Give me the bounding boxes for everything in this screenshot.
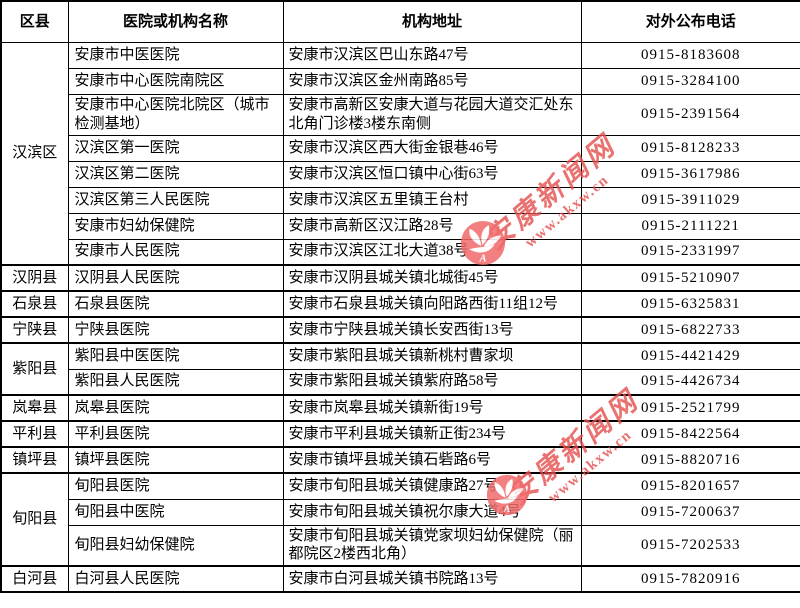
table-row: 紫阳县 紫阳县中医医院 安康市紫阳县城关镇新桃村曹家坝 0915-4421429 (0, 342, 800, 396)
phone-cell: 0915-4426734 (580, 368, 800, 396)
table-row: 安康市中心医院北院区（城市检测基地） 安康市高新区安康大道与花园大道交汇处东北角门… (1, 94, 800, 136)
table-row: 安康市人民医院 安康市汉滨区江北大道38号 0915-2331997 (1, 238, 800, 266)
hospital-name-cell: 汉滨区第二医院 (67, 160, 284, 188)
phone-cell: 0915-2391564 (580, 94, 800, 136)
address-cell: 安康市石泉县城关镇向阳路西街11组12号 (282, 290, 582, 318)
hospital-name-cell: 汉阴县人民医院 (67, 264, 284, 292)
county-cell: 石泉县 (0, 290, 69, 318)
header-cell: 医院或机构名称 (67, 0, 284, 43)
table-row: 宁陕县 宁陕县医院 安康市宁陕县城关镇长安西街13号 0915-6822733 (0, 316, 800, 344)
hospital-name-cell: 旬阳县中医院 (67, 498, 284, 526)
address-cell: 安康市旬阳县城关镇祝尔康大道4号 (282, 498, 582, 526)
header-row: 区县 医院或机构名称 机构地址 对外公布电话 (0, 0, 800, 43)
address-cell: 安康市镇坪县城关镇石砦路6号 (282, 446, 582, 474)
county-cell: 汉阴县 (0, 264, 69, 292)
address-cell: 安康市高新区安康大道与花园大道交汇处东北角门诊楼3楼东南侧 (282, 94, 582, 136)
table-row: 汉滨区第三人民医院 安康市汉滨区五里镇王台村 0915-3911029 (1, 186, 800, 214)
phone-cell: 0915-3284100 (580, 68, 800, 95)
table-row: 旬阳县中医院 安康市旬阳县城关镇祝尔康大道4号 0915-7200637 (1, 498, 800, 526)
phone-cell: 0915-8820716 (580, 446, 800, 474)
table-row: 汉滨区 安康市中医医院 安康市汉滨区巴山东路47号 0915-8183608 (0, 42, 800, 266)
table-row: 安康市中心医院南院区 安康市汉滨区金州南路85号 0915-3284100 (1, 68, 800, 95)
table-row: 石泉县 石泉县医院 安康市石泉县城关镇向阳路西街11组12号 0915-6325831 (0, 290, 800, 318)
address-cell: 安康市汉滨区巴山东路47号 (282, 42, 582, 69)
county-cell: 紫阳县 (0, 342, 69, 396)
phone-cell: 0915-2331997 (580, 238, 800, 266)
hospital-name-cell: 岚皋县医院 (67, 394, 284, 422)
county-cell: 岚皋县 (0, 394, 69, 422)
table-row: 岚皋县 岚皋县医院 安康市岚皋县城关镇新街19号 0915-2521799 (0, 394, 800, 422)
address-cell: 安康市岚皋县城关镇新街19号 (282, 394, 582, 422)
table-body: 汉滨区 安康市中医医院 安康市汉滨区巴山东路47号 0915-8183608 安康市中心… (0, 42, 800, 593)
address-cell: 安康市汉滨区恒口镇中心街63号 (282, 160, 582, 188)
address-cell: 安康市旬阳县城关镇健康路27号 (282, 472, 582, 500)
county-cell: 白河县 (0, 565, 69, 593)
table-row: 汉阴县 汉阴县人民医院 安康市汉阴县城关镇北城街45号 0915-5210907 (0, 264, 800, 292)
table-header: 区县 医院或机构名称 机构地址 对外公布电话 (0, 0, 800, 43)
hospital-name-cell: 镇坪县医院 (67, 446, 284, 474)
phone-cell: 0915-3617986 (580, 160, 800, 188)
hospital-name-cell: 旬阳县妇幼保健院 (67, 524, 284, 567)
hospital-name-cell: 安康市中心医院北院区（城市检测基地） (67, 94, 284, 136)
address-cell: 安康市紫阳县城关镇新桃村曹家坝 (282, 342, 582, 370)
table-row: 汉滨区第二医院 安康市汉滨区恒口镇中心街63号 0915-3617986 (1, 160, 800, 188)
phone-cell: 0915-7200637 (580, 498, 800, 526)
address-cell: 安康市白河县城关镇书院路13号 (282, 565, 582, 593)
phone-cell: 0915-8201657 (580, 472, 800, 500)
address-cell: 安康市汉滨区江北大道38号 (282, 238, 582, 266)
address-cell: 安康市平利县城关镇新正街234号 (282, 420, 582, 448)
hospital-name-cell: 紫阳县中医医院 (67, 342, 284, 370)
table-row: 紫阳县人民医院 安康市紫阳县城关镇紫府路58号 0915-4426734 (1, 368, 800, 396)
address-cell: 安康市汉滨区五里镇王台村 (282, 186, 582, 214)
table-row: 安康市妇幼保健院 安康市高新区汉江路28号 0915-2111221 (1, 212, 800, 240)
county-cell: 平利县 (0, 420, 69, 448)
phone-cell: 0915-2521799 (580, 394, 800, 422)
hospital-table: 区县 医院或机构名称 机构地址 对外公布电话 汉滨区 安康市中医医院 安康市汉滨区巴山东路… (0, 0, 800, 593)
header-cell: 机构地址 (282, 0, 582, 43)
header-cell: 对外公布电话 (580, 0, 800, 43)
phone-cell: 0915-8183608 (580, 42, 800, 69)
hospital-name-cell: 安康市人民医院 (67, 238, 284, 266)
hospital-name-cell: 安康市中心医院南院区 (67, 68, 284, 95)
hospital-name-cell: 平利县医院 (67, 420, 284, 448)
phone-cell: 0915-7202533 (580, 524, 800, 567)
hospital-name-cell: 石泉县医院 (67, 290, 284, 318)
hospital-name-cell: 汉滨区第一医院 (67, 134, 284, 162)
address-cell: 安康市宁陕县城关镇长安西街13号 (282, 316, 582, 344)
hospital-name-cell: 宁陕县医院 (67, 316, 284, 344)
table-row: 旬阳县 旬阳县医院 安康市旬阳县城关镇健康路27号 0915-8201657 (0, 472, 800, 567)
phone-cell: 0915-8422564 (580, 420, 800, 448)
table-row: 镇坪县 镇坪县医院 安康市镇坪县城关镇石砦路6号 0915-8820716 (0, 446, 800, 474)
phone-cell: 0915-3911029 (580, 186, 800, 214)
address-cell: 安康市汉阴县城关镇北城街45号 (282, 264, 582, 292)
phone-cell: 0915-7820916 (580, 565, 800, 593)
phone-cell: 0915-4421429 (580, 342, 800, 370)
address-cell: 安康市高新区汉江路28号 (282, 212, 582, 240)
table-row: 白河县 白河县人民医院 安康市白河县城关镇书院路13号 0915-7820916 (0, 565, 800, 593)
table-row: 旬阳县妇幼保健院 安康市旬阳县城关镇党家坝妇幼保健院（丽都院区2楼西北角） 0915… (1, 524, 800, 567)
header-cell: 区县 (0, 0, 69, 43)
phone-cell: 0915-6325831 (580, 290, 800, 318)
hospital-name-cell: 紫阳县人民医院 (67, 368, 284, 396)
hospital-name-cell: 安康市中医医院 (67, 42, 284, 69)
table-row: 平利县 平利县医院 安康市平利县城关镇新正街234号 0915-8422564 (0, 420, 800, 448)
hospital-name-cell: 白河县人民医院 (67, 565, 284, 593)
phone-cell: 0915-5210907 (580, 264, 800, 292)
county-cell: 旬阳县 (0, 472, 69, 567)
county-cell: 汉滨区 (0, 42, 69, 266)
phone-cell: 0915-2111221 (580, 212, 800, 240)
phone-cell: 0915-8128233 (580, 134, 800, 162)
hospital-name-cell: 汉滨区第三人民医院 (67, 186, 284, 214)
address-cell: 安康市汉滨区金州南路85号 (282, 68, 582, 95)
county-cell: 宁陕县 (0, 316, 69, 344)
county-cell: 镇坪县 (0, 446, 69, 474)
address-cell: 安康市紫阳县城关镇紫府路58号 (282, 368, 582, 396)
address-cell: 安康市汉滨区西大街金银巷46号 (282, 134, 582, 162)
phone-cell: 0915-6822733 (580, 316, 800, 344)
hospital-name-cell: 安康市妇幼保健院 (67, 212, 284, 240)
address-cell: 安康市旬阳县城关镇党家坝妇幼保健院（丽都院区2楼西北角） (282, 524, 582, 567)
table-row: 汉滨区第一医院 安康市汉滨区西大街金银巷46号 0915-8128233 (1, 134, 800, 162)
hospital-name-cell: 旬阳县医院 (67, 472, 284, 500)
